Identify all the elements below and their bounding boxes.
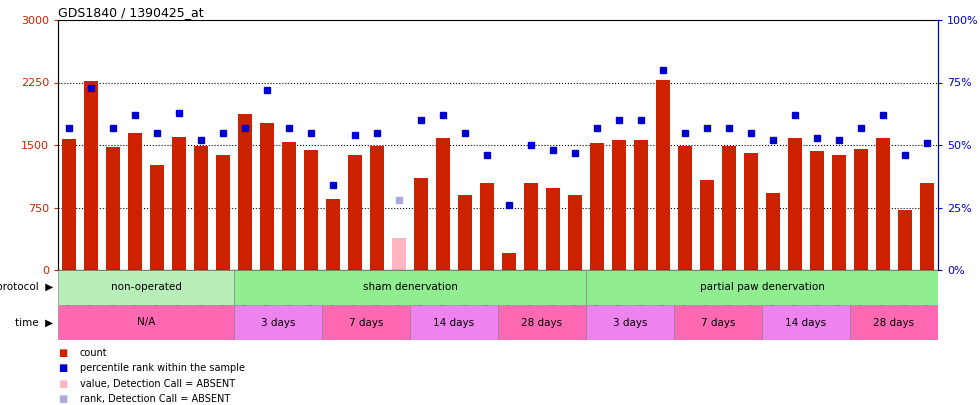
Text: 7 days: 7 days	[701, 318, 735, 328]
Bar	[150, 165, 165, 270]
Text: protocol  ▶: protocol ▶	[0, 283, 53, 292]
Bar	[854, 149, 868, 270]
Bar	[524, 183, 538, 270]
Bar	[788, 138, 803, 270]
Text: N/A: N/A	[137, 318, 155, 328]
Bar	[832, 155, 846, 270]
Bar	[304, 150, 318, 270]
Bar	[502, 254, 516, 270]
Bar	[325, 199, 340, 270]
Text: sham denervation: sham denervation	[363, 283, 458, 292]
Bar	[260, 124, 274, 270]
Text: 7 days: 7 days	[349, 318, 383, 328]
Bar	[498, 305, 586, 340]
Text: ■: ■	[58, 394, 68, 404]
Bar	[920, 183, 934, 270]
Bar	[458, 195, 472, 270]
Bar	[282, 142, 296, 270]
Bar	[586, 305, 674, 340]
Bar	[612, 140, 626, 270]
Bar	[567, 195, 582, 270]
Bar	[194, 146, 208, 270]
Bar	[410, 305, 498, 340]
Text: 14 days: 14 days	[433, 318, 474, 328]
Bar	[234, 305, 322, 340]
Text: 28 days: 28 days	[873, 318, 914, 328]
Text: rank, Detection Call = ABSENT: rank, Detection Call = ABSENT	[79, 394, 229, 404]
Bar	[369, 146, 384, 270]
Text: 28 days: 28 days	[521, 318, 563, 328]
Bar	[480, 183, 494, 270]
Text: count: count	[79, 348, 107, 358]
Text: non-operated: non-operated	[111, 283, 181, 292]
Text: 14 days: 14 days	[785, 318, 826, 328]
Text: ■: ■	[58, 348, 68, 358]
Bar	[700, 180, 714, 270]
Bar	[656, 80, 670, 270]
Text: ■: ■	[58, 363, 68, 373]
Bar	[876, 139, 890, 270]
Bar	[898, 210, 912, 270]
Bar	[238, 114, 252, 270]
Text: time  ▶: time ▶	[15, 318, 53, 328]
Bar	[234, 270, 586, 305]
Text: value, Detection Call = ABSENT: value, Detection Call = ABSENT	[79, 379, 234, 389]
Bar	[590, 143, 604, 270]
Text: 3 days: 3 days	[261, 318, 295, 328]
Bar	[58, 270, 234, 305]
Text: 3 days: 3 days	[612, 318, 647, 328]
Bar	[322, 305, 410, 340]
Bar	[62, 139, 76, 270]
Bar	[414, 178, 428, 270]
Bar	[674, 305, 762, 340]
Bar	[765, 193, 780, 270]
Bar	[634, 140, 648, 270]
Bar	[850, 305, 938, 340]
Bar	[127, 133, 142, 270]
Text: partial paw denervation: partial paw denervation	[700, 283, 824, 292]
Bar	[172, 136, 186, 270]
Bar	[678, 146, 692, 270]
Text: percentile rank within the sample: percentile rank within the sample	[79, 363, 245, 373]
Bar	[722, 146, 736, 270]
Bar	[586, 270, 938, 305]
Bar	[216, 155, 230, 270]
Bar	[84, 81, 98, 270]
Bar	[762, 305, 850, 340]
Bar	[58, 305, 234, 340]
Bar	[546, 188, 561, 270]
Text: ■: ■	[58, 379, 68, 389]
Bar	[106, 147, 121, 270]
Bar	[348, 155, 363, 270]
Bar	[436, 139, 450, 270]
Bar	[392, 237, 406, 270]
Bar	[809, 151, 824, 270]
Bar	[744, 153, 759, 270]
Text: GDS1840 / 1390425_at: GDS1840 / 1390425_at	[58, 6, 204, 19]
